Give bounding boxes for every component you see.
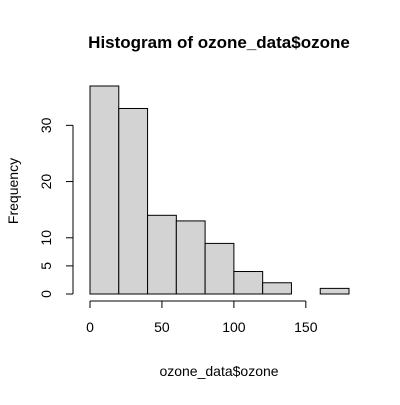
histogram-bar: [147, 214, 177, 295]
y-tick-label: 30: [38, 117, 54, 133]
chart-title: Histogram of ozone_data$ozone: [88, 33, 350, 52]
x-tick-label: 150: [294, 319, 318, 335]
histogram-bar: [118, 107, 149, 295]
x-tick-label: 50: [154, 319, 170, 335]
y-tick-label: 0: [38, 290, 54, 298]
y-axis-label: Frequency: [5, 158, 21, 224]
bars-group: [89, 85, 350, 295]
x-tick-label: 0: [86, 319, 94, 335]
y-axis: 0 5 10 20 30: [38, 117, 74, 298]
histogram-bar: [262, 282, 292, 295]
histogram-bar: [319, 287, 350, 295]
y-tick-label: 5: [38, 262, 54, 270]
x-axis-label: ozone_data$ozone: [159, 363, 278, 379]
x-tick-label: 100: [222, 319, 246, 335]
histogram-bar: [233, 271, 264, 295]
y-tick-label: 20: [38, 174, 54, 190]
x-axis: 0 50 100 150: [86, 300, 318, 335]
histogram-bar: [175, 220, 206, 295]
y-tick-label: 10: [38, 230, 54, 246]
histogram-bar: [89, 85, 120, 295]
histogram-bar: [204, 242, 235, 295]
